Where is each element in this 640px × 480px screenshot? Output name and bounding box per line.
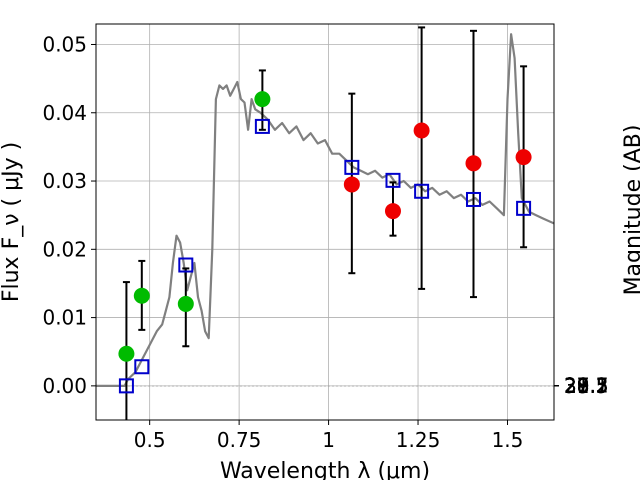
y-tick-label: 0.04 xyxy=(42,101,87,125)
x-tick-label: 0.75 xyxy=(217,428,262,452)
right-tick-label: 29 xyxy=(564,374,589,398)
model-flux-square xyxy=(344,159,360,175)
y-axis-title: Flux F_ν ( μJy ) xyxy=(0,142,24,302)
y-tick-label: 0.03 xyxy=(42,169,87,193)
right-tick-label: 28 xyxy=(564,374,589,398)
right-tick-label: 27.7 xyxy=(564,374,609,398)
right-tick-label: 27.1 xyxy=(564,374,609,398)
x-axis: 0.5 0.75 1 1.25 1.5 xyxy=(134,420,524,452)
right-axis-title: Magnitude (AB) xyxy=(621,125,640,296)
right-tick-label: 31 xyxy=(564,374,589,398)
right-tick-label: 28.5 xyxy=(564,374,609,398)
y-tick-label: 0.02 xyxy=(42,237,87,261)
observed-flux-point xyxy=(177,295,194,312)
model-flux-square xyxy=(118,378,134,394)
model-flux-square xyxy=(254,118,270,134)
x-tick-label: 0.5 xyxy=(134,428,166,452)
right-tick-label: 27.3 xyxy=(564,374,609,398)
x-tick-label: 1.5 xyxy=(492,428,524,452)
model-flux-square xyxy=(134,359,150,375)
observed-flux-point xyxy=(118,345,135,362)
y-tick-label: 0.01 xyxy=(42,306,87,330)
observed-flux-point xyxy=(384,203,401,220)
plot-frame xyxy=(95,23,555,421)
model-flux-square xyxy=(516,200,532,216)
model-flux-square xyxy=(385,172,401,188)
right-tick-label: 28.2 xyxy=(564,374,609,398)
plot-area xyxy=(96,26,554,420)
right-tick-label: 29.5 xyxy=(564,374,609,398)
model-spectrum-line xyxy=(96,33,554,387)
right-tick-label: 27.5 xyxy=(564,374,609,398)
observed-flux-point xyxy=(343,176,360,193)
observed-flux-point xyxy=(413,122,430,139)
right-tick-label: 30 xyxy=(564,374,589,398)
y-tick-label: 0.00 xyxy=(42,374,87,398)
x-tick-label: 1.25 xyxy=(396,428,441,452)
observed-flux-point xyxy=(515,149,532,166)
observed-flux-point xyxy=(465,155,482,172)
x-axis-title: Wavelength λ (μm) xyxy=(220,459,430,480)
plot-background xyxy=(96,24,554,420)
y-axis: 0.00 0.01 0.02 0.03 0.04 0.05 xyxy=(42,32,96,398)
y-tick-label: 0.05 xyxy=(42,32,87,56)
model-flux-square xyxy=(465,191,481,207)
x-tick-label: 1 xyxy=(322,428,335,452)
observed-flux-point xyxy=(133,287,150,304)
observed-flux-point xyxy=(254,91,271,108)
model-flux-square xyxy=(414,183,430,199)
model-flux-square xyxy=(178,257,194,273)
